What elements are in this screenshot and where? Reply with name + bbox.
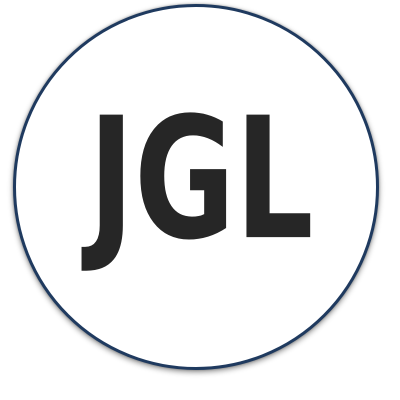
logo-monogram: JGL xyxy=(88,82,314,278)
logo-circle-ring xyxy=(13,4,379,370)
